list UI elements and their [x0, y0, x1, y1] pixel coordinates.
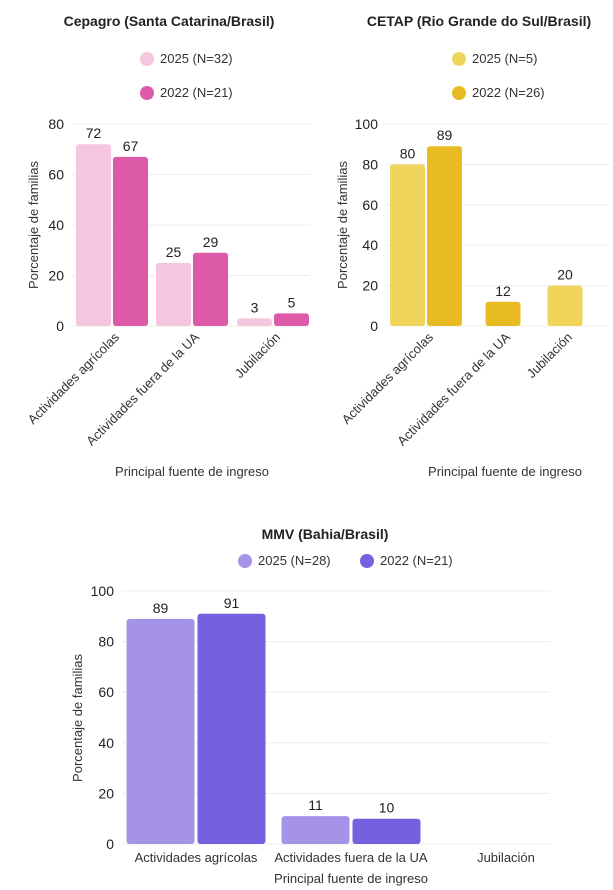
legend-label-2: 2022 (N=26)	[472, 85, 545, 100]
bar-2-1	[113, 156, 148, 326]
bar-1-3	[237, 318, 272, 326]
bar-2-1	[427, 146, 462, 326]
bar-value-label: 10	[379, 800, 395, 816]
y-tick-label: 100	[91, 583, 115, 599]
legend-label-1: 2025 (N=5)	[472, 51, 537, 66]
bar-2-2	[193, 252, 228, 326]
bar-value-label: 5	[288, 294, 296, 310]
bar-2-3	[274, 313, 309, 326]
bar-value-label: 72	[86, 125, 102, 141]
bar-value-label: 89	[153, 600, 169, 616]
bar-2-2	[485, 301, 521, 326]
bar-1-2	[156, 262, 191, 326]
x-axis-label: Principal fuente de ingreso	[428, 464, 582, 479]
bar-value-label: 80	[400, 145, 416, 161]
bar-1-1	[76, 144, 111, 326]
bar-value-label: 3	[251, 299, 259, 315]
y-tick-label: 100	[355, 116, 379, 132]
chart-panel-2: CETAP (Rio Grande do Sul/Brasil) 2025 (N=…	[335, 13, 610, 479]
y-tick-label: 80	[48, 116, 64, 132]
y-tick-label: 20	[362, 278, 378, 294]
bar-value-label: 67	[123, 138, 139, 154]
bar-value-label: 29	[203, 234, 219, 250]
x-axis-label: Principal fuente de ingreso	[115, 464, 269, 479]
y-tick-label: 60	[48, 167, 64, 183]
y-tick-label: 40	[48, 217, 64, 233]
legend-swatch-1	[140, 52, 154, 66]
y-tick-label: 0	[106, 836, 114, 852]
y-tick-label: 20	[98, 785, 114, 801]
legend-swatch-1	[452, 52, 466, 66]
chart-panel-3: MMV (Bahia/Brasil) 2025 (N=28) 2022 (N=21)…	[70, 526, 550, 886]
chart-title: Cepagro (Santa Catarina/Brasil)	[64, 13, 275, 29]
chart-title: CETAP (Rio Grande do Sul/Brasil)	[367, 13, 591, 29]
y-tick-label: 60	[98, 684, 114, 700]
x-tick-label: Jubilación	[232, 330, 283, 381]
y-tick-label: 0	[370, 318, 378, 334]
x-tick-label: Actividades fuera de la UA	[274, 850, 428, 865]
bar-1-3	[547, 285, 583, 326]
y-tick-label: 60	[362, 197, 378, 213]
legend-label-1: 2025 (N=32)	[160, 51, 233, 66]
legend-swatch-2	[140, 86, 154, 100]
x-tick-label: Jubilación	[524, 330, 575, 381]
y-tick-label: 0	[56, 318, 64, 334]
y-axis-label: Porcentaje de familias	[26, 161, 41, 289]
legend-swatch-2	[452, 86, 466, 100]
x-axis-label: Principal fuente de ingreso	[274, 871, 428, 886]
legend-swatch-1	[238, 554, 252, 568]
legend-label-1: 2025 (N=28)	[258, 553, 331, 568]
legend-label-2: 2022 (N=21)	[160, 85, 233, 100]
bar-value-label: 89	[437, 127, 453, 143]
bar-1-2	[281, 816, 350, 844]
bar-value-label: 12	[495, 283, 511, 299]
bar-value-label: 25	[166, 244, 182, 260]
x-tick-label: Actividades agrícolas	[135, 850, 258, 865]
y-axis-label: Porcentaje de familias	[70, 654, 85, 782]
chart-panel-1: Cepagro (Santa Catarina/Brasil) 2025 (N=3…	[25, 13, 310, 479]
bar-2-2	[352, 818, 421, 844]
bar-value-label: 20	[557, 267, 573, 283]
y-axis-label: Porcentaje de familias	[335, 161, 350, 289]
bar-value-label: 11	[308, 797, 323, 813]
y-tick-label: 20	[48, 268, 64, 284]
bar-2-1	[197, 613, 266, 844]
legend-swatch-2	[360, 554, 374, 568]
x-tick-label: Jubilación	[477, 850, 535, 865]
y-tick-label: 40	[362, 237, 378, 253]
y-tick-label: 80	[362, 156, 378, 172]
legend-label-2: 2022 (N=21)	[380, 553, 453, 568]
y-tick-label: 40	[98, 735, 114, 751]
bar-value-label: 91	[224, 595, 240, 611]
bar-1-1	[390, 164, 425, 326]
chart-title: MMV (Bahia/Brasil)	[262, 526, 389, 542]
y-tick-label: 80	[98, 634, 114, 650]
bar-1-1	[126, 618, 195, 844]
